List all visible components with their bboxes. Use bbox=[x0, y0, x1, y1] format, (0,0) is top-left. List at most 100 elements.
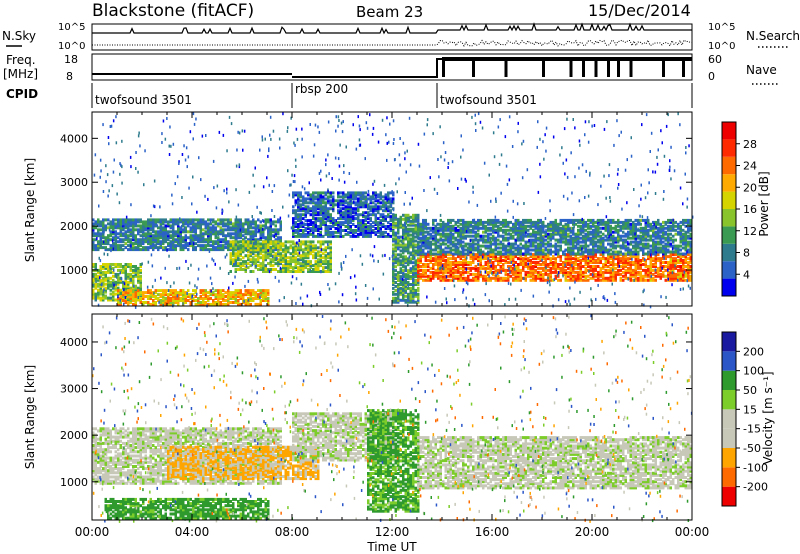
heatmap-cell bbox=[357, 205, 360, 209]
heatmap-cell bbox=[419, 232, 422, 236]
heatmap-cell bbox=[232, 293, 235, 297]
heatmap-cell bbox=[597, 261, 600, 264]
heatmap-cell bbox=[109, 238, 112, 242]
heatmap-cell bbox=[144, 236, 147, 240]
heatmap-cell bbox=[144, 295, 147, 298]
heatmap-cell bbox=[174, 218, 177, 222]
heatmap-cell bbox=[204, 238, 207, 242]
heatmap-cell bbox=[634, 278, 637, 282]
heatmap-cell bbox=[439, 246, 442, 250]
heatmap-cell bbox=[592, 255, 595, 259]
heatmap-cell bbox=[172, 244, 175, 248]
heatmap-cell bbox=[124, 291, 127, 295]
heatmap-cell bbox=[392, 275, 395, 279]
heatmap-cell bbox=[92, 228, 95, 232]
heatmap-cell bbox=[462, 252, 465, 256]
heatmap-cell bbox=[299, 232, 302, 236]
heatmap-cell bbox=[359, 201, 362, 205]
heatmap-cell bbox=[137, 270, 140, 274]
heatmap-cell bbox=[319, 209, 322, 213]
heatmap-cell bbox=[177, 224, 180, 228]
heatmap-cell bbox=[654, 255, 657, 259]
heatmap-cell bbox=[579, 272, 582, 276]
heatmap-cell bbox=[399, 277, 402, 280]
heatmap-cell bbox=[159, 299, 162, 302]
heatmap-cell bbox=[177, 302, 180, 306]
heatmap-cell bbox=[462, 263, 465, 266]
heatmap-cell bbox=[417, 222, 420, 226]
heatmap-cell bbox=[512, 250, 515, 254]
heatmap-cell bbox=[282, 264, 285, 268]
heatmap-cell bbox=[212, 220, 215, 224]
heatmap-cell bbox=[487, 261, 490, 264]
heatmap-cell bbox=[314, 244, 317, 248]
heatmap-cell bbox=[149, 222, 152, 226]
heatmap-cell bbox=[464, 259, 467, 262]
heatmap-cell bbox=[512, 228, 515, 232]
heatmap-cell bbox=[199, 248, 202, 252]
heatmap-cell bbox=[124, 272, 127, 276]
heatmap-cell bbox=[294, 191, 297, 195]
heatmap-cell bbox=[512, 255, 515, 259]
heatmap-cell bbox=[317, 205, 320, 209]
heatmap-cell bbox=[487, 218, 490, 222]
heatmap-cell bbox=[479, 222, 482, 226]
heatmap-cell bbox=[192, 244, 195, 248]
heatmap-cell bbox=[459, 266, 462, 270]
heatmap-cell bbox=[327, 197, 330, 201]
heatmap-cell bbox=[569, 276, 572, 280]
heatmap-cell bbox=[119, 265, 122, 268]
heatmap-cell bbox=[504, 276, 507, 280]
heatmap-cell bbox=[472, 220, 475, 224]
heatmap-cell bbox=[194, 232, 197, 236]
heatmap-cell bbox=[379, 197, 382, 201]
heatmap-cell bbox=[609, 263, 612, 266]
heatmap-cell bbox=[392, 221, 395, 225]
heatmap-cell bbox=[152, 224, 155, 228]
heatmap-cell bbox=[559, 270, 562, 274]
heatmap-cell bbox=[337, 223, 340, 226]
heatmap-cell bbox=[407, 217, 410, 221]
heatmap-cell bbox=[224, 222, 227, 226]
heatmap-cell bbox=[119, 226, 122, 230]
heatmap-cell bbox=[289, 264, 292, 268]
heatmap-cell bbox=[139, 270, 142, 274]
heatmap-cell bbox=[189, 228, 192, 232]
heatmap-cell bbox=[392, 191, 395, 195]
heatmap-cell bbox=[117, 280, 120, 284]
heatmap-cell bbox=[199, 220, 202, 224]
heatmap-cell bbox=[187, 299, 190, 302]
heatmap-cell bbox=[299, 270, 302, 273]
heatmap-cell bbox=[102, 265, 105, 268]
heatmap-cell bbox=[227, 246, 230, 250]
heatmap-cell bbox=[624, 268, 627, 272]
heatmap-cell bbox=[192, 297, 195, 300]
heatmap-cell bbox=[392, 279, 395, 282]
heatmap-cell bbox=[652, 272, 655, 276]
heatmap-cell bbox=[129, 240, 132, 244]
heatmap-cell bbox=[407, 223, 410, 227]
heatmap-cell bbox=[607, 270, 610, 274]
heatmap-cell bbox=[474, 242, 477, 246]
heatmap-cell bbox=[247, 224, 250, 228]
heatmap-cell bbox=[259, 224, 262, 228]
heatmap-cell bbox=[314, 217, 317, 221]
heatmap-cell bbox=[279, 236, 282, 240]
heatmap-cell bbox=[342, 234, 345, 238]
heatmap-cell bbox=[107, 286, 110, 290]
heatmap-cell bbox=[474, 238, 477, 242]
heatmap-cell bbox=[684, 272, 687, 276]
heatmap-cell bbox=[107, 284, 110, 288]
heatmap-cell bbox=[269, 232, 272, 236]
heatmap-cell bbox=[572, 266, 575, 270]
heatmap-cell bbox=[172, 242, 175, 246]
heatmap-cell bbox=[99, 266, 102, 270]
heatmap-cell bbox=[124, 274, 127, 278]
heatmap-cell bbox=[159, 244, 162, 248]
heatmap-cell bbox=[484, 261, 487, 264]
heatmap-cell bbox=[414, 225, 417, 229]
heatmap-cell bbox=[489, 278, 492, 282]
heatmap-cell bbox=[639, 270, 642, 274]
heatmap-cell bbox=[362, 225, 365, 228]
heatmap-cell bbox=[92, 288, 95, 292]
